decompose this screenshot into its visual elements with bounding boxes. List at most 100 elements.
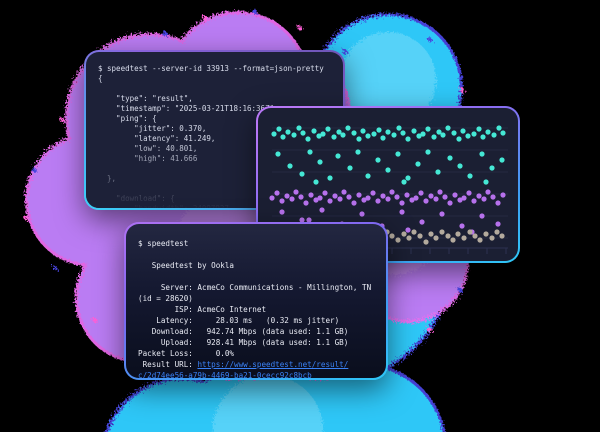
data-dot <box>489 235 495 241</box>
data-dot <box>395 151 401 157</box>
data-dot <box>420 131 426 137</box>
terminal-line <box>138 271 378 282</box>
data-dot <box>500 192 506 198</box>
terminal-line: Download: 942.74 Mbps (data used: 1.1 GB… <box>138 326 378 337</box>
data-dot <box>442 194 448 200</box>
data-dot <box>461 195 467 201</box>
data-dot <box>400 130 406 136</box>
data-dot <box>291 132 297 138</box>
data-dot <box>391 132 397 138</box>
data-dot <box>467 173 473 179</box>
terminal-speedtest-output: $ speedtest Speedtest by Ookla Server: A… <box>138 238 378 378</box>
data-dot <box>405 175 411 181</box>
data-dot <box>311 128 317 134</box>
data-dot <box>472 233 478 239</box>
data-dot <box>351 200 357 206</box>
terminal-text: "timestamp": "2025-03-21T18:16:36Z", <box>98 104 279 113</box>
data-dot <box>271 131 277 137</box>
data-dot <box>467 229 473 235</box>
data-dot <box>293 189 299 195</box>
data-dot <box>456 136 462 142</box>
terminal-text: Packet Loss: 0.0% <box>138 349 235 358</box>
data-dot <box>499 157 505 163</box>
data-dot <box>417 233 423 239</box>
data-dot <box>396 125 402 131</box>
data-dot <box>401 231 407 237</box>
data-dot <box>308 192 314 198</box>
data-dot <box>332 193 338 199</box>
data-dot <box>445 125 451 131</box>
terminal-line: Speedtest by Ookla <box>138 260 378 271</box>
terminal-line: { <box>98 74 331 84</box>
terminal-text: "high": 41.666 <box>98 154 198 163</box>
result-url-link[interactable]: https://www.speedtest.net/result/ <box>197 360 349 369</box>
data-dot <box>431 134 437 140</box>
data-dot <box>327 175 333 181</box>
terminal-line: ISP: AcmeCo Internet <box>138 304 378 315</box>
data-dot <box>275 151 281 157</box>
data-dot <box>439 229 445 235</box>
data-dot <box>337 196 343 202</box>
data-dot <box>483 179 489 185</box>
data-dot <box>459 223 465 229</box>
data-dot <box>455 231 461 237</box>
terminal-text: $ speedtest <box>138 239 189 248</box>
data-dot <box>389 189 395 195</box>
data-dot <box>440 132 446 138</box>
data-dot <box>394 194 400 200</box>
result-url-link[interactable]: c/2d74ee56-a79b-4469-ba21-0cecc92c8bcb <box>138 371 312 378</box>
data-dot <box>437 189 443 195</box>
data-dot <box>477 237 483 243</box>
data-dot <box>494 229 500 235</box>
terminal-text: Latency: 28.03 ms (0.32 ms jitter) <box>138 316 340 325</box>
data-dot <box>418 190 424 196</box>
data-dot <box>276 126 282 132</box>
data-dot <box>385 129 391 135</box>
terminal-text: "jitter": 0.370, <box>98 124 207 133</box>
data-dot <box>285 129 291 135</box>
data-dot <box>380 135 386 141</box>
data-dot <box>445 233 451 239</box>
data-dot <box>307 149 313 155</box>
data-dot <box>471 131 477 137</box>
terminal-text: "bandwidth": 24097927 <box>98 204 229 208</box>
terminal-text: Server: AcmeCo Communications - Millingt… <box>138 283 372 292</box>
data-dot <box>428 231 434 237</box>
data-dot <box>269 195 275 201</box>
data-dot <box>305 136 311 142</box>
data-dot <box>289 196 295 202</box>
data-dot <box>489 165 495 171</box>
data-dot <box>479 213 485 219</box>
data-dot <box>306 217 312 223</box>
dot-series-teal-band <box>271 125 506 185</box>
terminal-line: c/2d74ee56-a79b-4469-ba21-0cecc92c8bcb <box>138 370 378 378</box>
data-dot <box>409 197 415 203</box>
data-dot <box>465 133 471 139</box>
data-dot <box>406 235 412 241</box>
terminal-text: { <box>98 74 103 83</box>
data-dot <box>336 129 342 135</box>
data-dot <box>298 194 304 200</box>
data-dot <box>423 198 429 204</box>
data-dot <box>491 132 497 138</box>
data-dot <box>380 193 386 199</box>
data-dot <box>361 197 367 203</box>
terminal-line: Server: AcmeCo Communications - Millingt… <box>138 282 378 293</box>
data-dot <box>405 227 411 233</box>
terminal-text: }, <box>98 174 117 183</box>
data-dot <box>303 200 309 206</box>
data-dot <box>428 193 434 199</box>
data-dot <box>385 196 391 202</box>
data-dot <box>451 130 457 136</box>
data-dot <box>345 125 351 131</box>
data-dot <box>433 196 439 202</box>
data-dot <box>490 194 496 200</box>
data-dot <box>435 169 441 175</box>
data-dot <box>480 134 486 140</box>
data-dot <box>413 195 419 201</box>
terminal-text: (id = 28620) <box>138 294 193 303</box>
data-dot <box>365 133 371 139</box>
data-dot <box>404 192 410 198</box>
data-dot <box>476 193 482 199</box>
data-dot <box>419 219 425 225</box>
